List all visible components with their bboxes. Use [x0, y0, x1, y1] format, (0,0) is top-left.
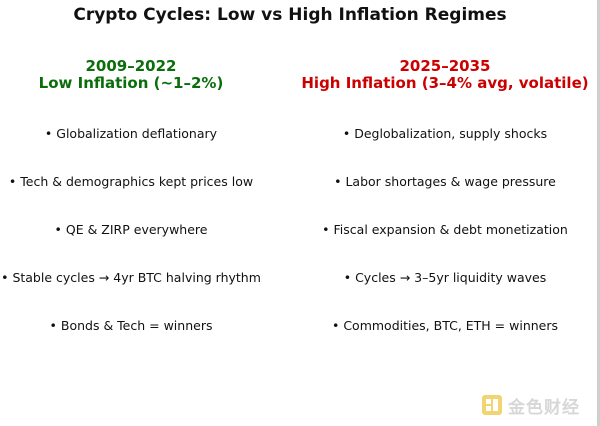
- high-inflation-bullet: • Cycles → 3–5yr liquidity waves: [343, 270, 547, 285]
- high-inflation-bullet: • Commodities, BTC, ETH = winners: [331, 318, 559, 333]
- right-edge-divider: [597, 0, 600, 426]
- low-inflation-years: 2009–2022: [85, 57, 177, 75]
- high-inflation-years: 2025–2035: [399, 57, 491, 75]
- jinse-logo-icon: [482, 395, 502, 415]
- low-inflation-bullet: • Stable cycles → 4yr BTC halving rhythm: [1, 270, 261, 285]
- low-inflation-bullet: • Bonds & Tech = winners: [49, 318, 213, 333]
- low-inflation-regime: Low Inflation (~1–2%): [38, 74, 224, 92]
- low-inflation-bullet: • Globalization deflationary: [44, 126, 218, 141]
- page-title: Crypto Cycles: Low vs High Inflation Reg…: [73, 5, 507, 25]
- watermark: 金色财经: [481, 393, 580, 418]
- watermark-text: 金色财经: [508, 397, 580, 418]
- low-inflation-bullet: • QE & ZIRP everywhere: [54, 222, 208, 237]
- high-inflation-bullet: • Deglobalization, supply shocks: [342, 126, 548, 141]
- low-inflation-column: 2009–2022 Low Inflation (~1–2%) • Global…: [0, 0, 262, 426]
- high-inflation-bullet: • Labor shortages & wage pressure: [334, 174, 556, 189]
- low-inflation-bullet: • Tech & demographics kept prices low: [8, 174, 254, 189]
- high-inflation-regime: High Inflation (3–4% avg, volatile): [301, 74, 589, 92]
- high-inflation-column: 2025–2035 High Inflation (3–4% avg, vola…: [300, 0, 590, 426]
- high-inflation-bullet: • Fiscal expansion & debt monetization: [322, 222, 568, 237]
